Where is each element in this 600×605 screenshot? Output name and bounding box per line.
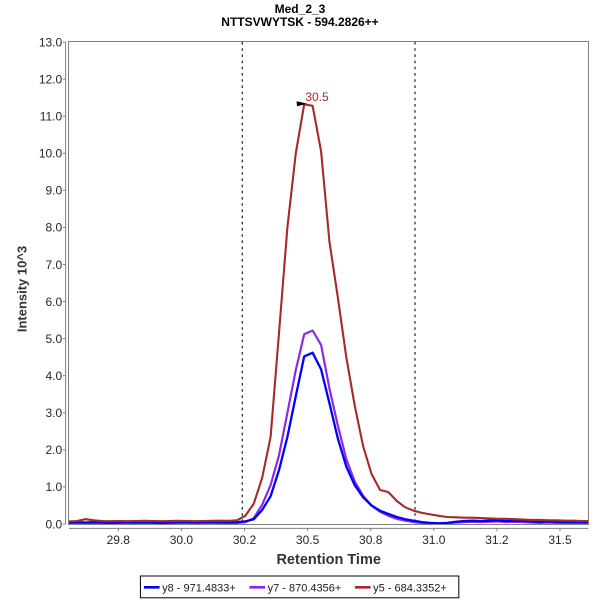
svg-text:8.0: 8.0 (46, 221, 63, 235)
svg-text:y7 - 870.4356+: y7 - 870.4356+ (268, 582, 342, 594)
svg-text:29.8: 29.8 (107, 533, 131, 547)
svg-text:10.0: 10.0 (39, 147, 63, 161)
svg-text:Med_2_3: Med_2_3 (275, 2, 326, 16)
svg-text:0.0: 0.0 (46, 517, 63, 531)
svg-text:30.2: 30.2 (233, 533, 257, 547)
svg-text:1.0: 1.0 (46, 480, 63, 494)
svg-text:30.5: 30.5 (305, 90, 329, 104)
svg-text:31.5: 31.5 (548, 533, 572, 547)
svg-text:4.0: 4.0 (46, 369, 63, 383)
svg-text:31.0: 31.0 (422, 533, 446, 547)
svg-text:3.0: 3.0 (46, 406, 63, 420)
svg-text:7.0: 7.0 (46, 258, 63, 272)
svg-text:y5 - 684.3352+: y5 - 684.3352+ (373, 582, 447, 594)
svg-text:2.0: 2.0 (46, 443, 63, 457)
svg-text:5.0: 5.0 (46, 332, 63, 346)
svg-text:12.0: 12.0 (39, 72, 63, 86)
svg-text:9.0: 9.0 (46, 184, 63, 198)
svg-text:31.2: 31.2 (485, 533, 509, 547)
svg-text:30.5: 30.5 (296, 533, 320, 547)
svg-text:y8 - 971.4833+: y8 - 971.4833+ (162, 582, 236, 594)
svg-text:11.0: 11.0 (40, 110, 63, 124)
svg-text:NTTSVWYTSK - 594.2826++: NTTSVWYTSK - 594.2826++ (221, 15, 378, 29)
svg-text:13.0: 13.0 (39, 35, 63, 49)
svg-text:30.8: 30.8 (359, 533, 383, 547)
svg-text:6.0: 6.0 (46, 295, 63, 309)
svg-text:30.0: 30.0 (170, 533, 194, 547)
svg-text:Intensity 10^3: Intensity 10^3 (15, 246, 30, 332)
svg-text:Retention Time: Retention Time (276, 552, 380, 568)
